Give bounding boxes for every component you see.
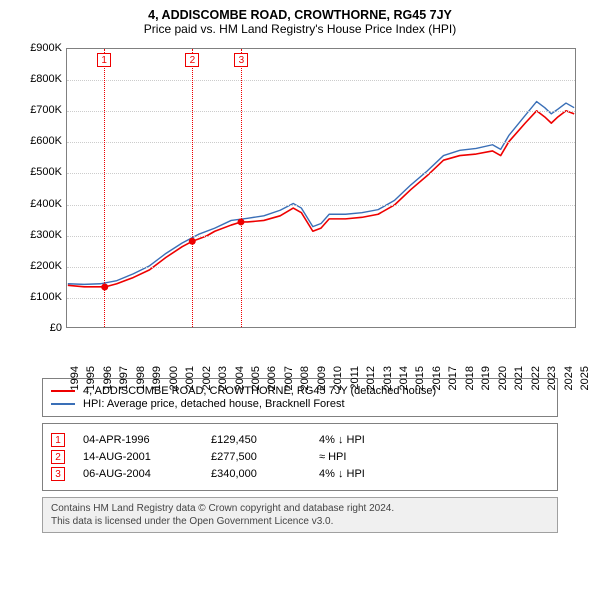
x-axis-label: 2005 [250, 366, 262, 390]
y-axis-label: £600K [14, 135, 62, 147]
table-row: 2 14-AUG-2001 £277,500 ≈ HPI [51, 450, 549, 464]
event-marker-icon: 2 [185, 53, 199, 67]
tx-date: 04-APR-1996 [83, 434, 193, 446]
attribution-footer: Contains HM Land Registry data © Crown c… [42, 497, 558, 533]
x-axis-label: 2021 [513, 366, 525, 390]
x-axis-label: 2008 [299, 366, 311, 390]
chart-title-line2: Price paid vs. HM Land Registry's House … [12, 22, 588, 36]
x-axis-label: 2023 [546, 366, 558, 390]
event-marker-icon: 1 [51, 433, 65, 447]
gridline [67, 142, 575, 143]
x-axis-label: 2025 [579, 366, 591, 390]
tx-date: 14-AUG-2001 [83, 451, 193, 463]
x-axis-label: 2022 [530, 366, 542, 390]
table-row: 1 04-APR-1996 £129,450 4% ↓ HPI [51, 433, 549, 447]
event-line [192, 49, 193, 327]
gridline [67, 298, 575, 299]
legend-label: HPI: Average price, detached house, Brac… [83, 398, 345, 410]
x-axis-label: 2009 [316, 366, 328, 390]
event-marker-icon: 1 [97, 53, 111, 67]
x-axis-label: 2018 [464, 366, 476, 390]
x-axis-label: 1999 [151, 366, 163, 390]
y-axis-label: £200K [14, 260, 62, 272]
chart-svg [67, 49, 575, 327]
y-axis-label: £500K [14, 166, 62, 178]
gridline [67, 267, 575, 268]
x-axis-label: 2006 [266, 366, 278, 390]
x-axis-label: 2017 [447, 366, 459, 390]
x-axis-label: 2016 [431, 366, 443, 390]
x-axis-label: 2001 [184, 366, 196, 390]
tx-price: £340,000 [211, 468, 301, 480]
tx-price: £277,500 [211, 451, 301, 463]
series-line [68, 102, 574, 285]
gridline [67, 205, 575, 206]
legend-swatch [51, 403, 75, 405]
tx-diff: ≈ HPI [319, 451, 409, 463]
x-axis-label: 1998 [135, 366, 147, 390]
footer-line: This data is licensed under the Open Gov… [51, 515, 549, 528]
chart-title-line1: 4, ADDISCOMBE ROAD, CROWTHORNE, RG45 7JY [12, 8, 588, 22]
y-axis-label: £300K [14, 229, 62, 241]
event-line [104, 49, 105, 327]
event-marker-icon: 3 [234, 53, 248, 67]
x-axis-label: 2000 [168, 366, 180, 390]
x-axis-label: 1994 [69, 366, 81, 390]
y-axis-label: £0 [14, 322, 62, 334]
legend-item: HPI: Average price, detached house, Brac… [51, 398, 549, 410]
gridline [67, 173, 575, 174]
tx-date: 06-AUG-2004 [83, 468, 193, 480]
y-axis-label: £900K [14, 42, 62, 54]
x-axis-label: 2020 [497, 366, 509, 390]
x-axis-label: 2004 [234, 366, 246, 390]
x-axis-label: 2024 [563, 366, 575, 390]
x-axis-label: 2011 [349, 366, 361, 390]
chart: 1 2 3 £0 £100K £200K £300K £400K £500K £600K £700… [12, 42, 588, 372]
x-axis-label: 2019 [480, 366, 492, 390]
gridline [67, 111, 575, 112]
tx-diff: 4% ↓ HPI [319, 434, 409, 446]
series-line [68, 111, 574, 287]
gridline [67, 236, 575, 237]
x-axis-label: 2003 [217, 366, 229, 390]
x-axis-label: 2010 [332, 366, 344, 390]
table-row: 3 06-AUG-2004 £340,000 4% ↓ HPI [51, 467, 549, 481]
transactions-table: 1 04-APR-1996 £129,450 4% ↓ HPI 2 14-AUG… [42, 423, 558, 491]
x-axis-label: 2012 [365, 366, 377, 390]
x-axis-label: 1997 [118, 366, 130, 390]
tx-price: £129,450 [211, 434, 301, 446]
gridline [67, 80, 575, 81]
event-marker-icon: 3 [51, 467, 65, 481]
y-axis-label: £400K [14, 198, 62, 210]
x-axis-label: 2007 [283, 366, 295, 390]
footer-line: Contains HM Land Registry data © Crown c… [51, 502, 549, 515]
y-axis-label: £100K [14, 291, 62, 303]
x-axis-label: 2014 [398, 366, 410, 390]
x-axis-label: 1995 [85, 366, 97, 390]
tx-diff: 4% ↓ HPI [319, 468, 409, 480]
event-line [241, 49, 242, 327]
plot-area: 1 2 3 [66, 48, 576, 328]
y-axis-label: £800K [14, 73, 62, 85]
event-marker-icon: 2 [51, 450, 65, 464]
x-axis-label: 2002 [201, 366, 213, 390]
x-axis-label: 2015 [414, 366, 426, 390]
y-axis-label: £700K [14, 104, 62, 116]
x-axis-label: 2013 [382, 366, 394, 390]
x-axis-label: 1996 [102, 366, 114, 390]
